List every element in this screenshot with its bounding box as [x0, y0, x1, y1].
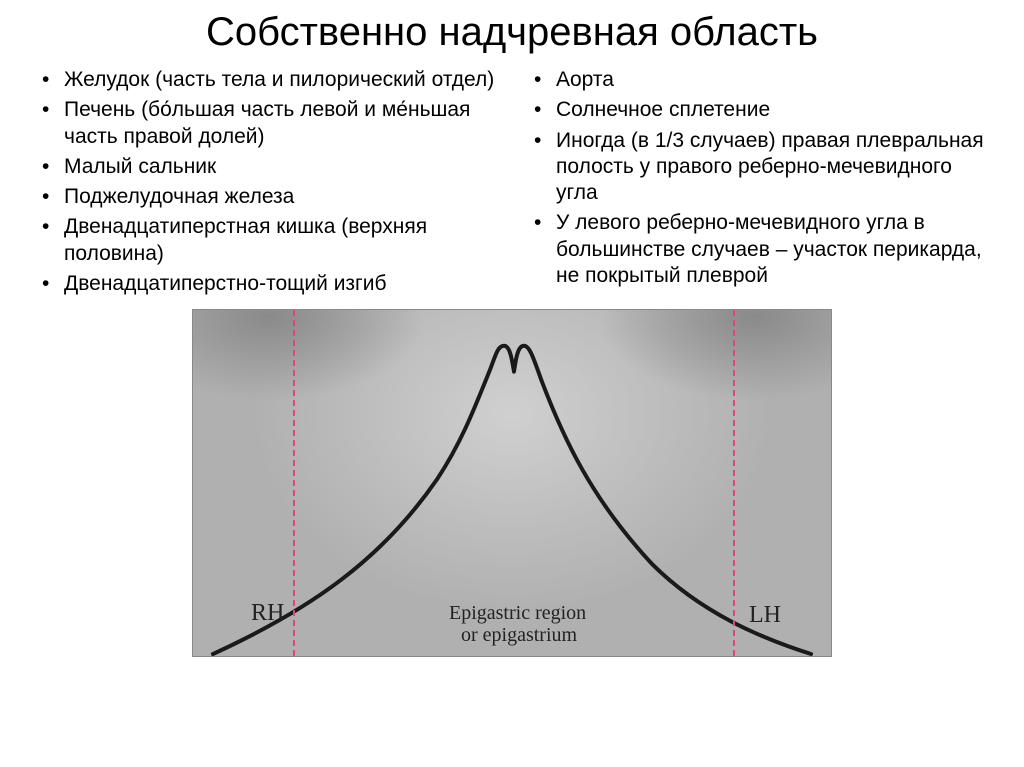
left-list: Желудок (часть тела и пилорический отдел… [30, 67, 502, 297]
figure-label-center1: Epigastric region [449, 602, 586, 625]
left-column: Желудок (часть тела и пилорический отдел… [30, 67, 502, 301]
list-item: Двенадцатиперстно-тощий изгиб [30, 271, 502, 297]
list-item: У левого реберно-мечевидного угла в боль… [522, 210, 994, 289]
epigastric-figure: RH LH Epigastric regionor epigastrium [192, 309, 832, 657]
list-item: Солнечное сплетение [522, 97, 994, 123]
figure-container: RH LH Epigastric regionor epigastrium [30, 309, 994, 657]
right-list: Аорта Солнечное сплетение Иногда (в 1/3 сл… [522, 67, 994, 289]
page-title: Собственно надчревная область [30, 10, 994, 55]
list-item: Аорта [522, 67, 994, 93]
list-item: Поджелудочная железа [30, 184, 502, 210]
figure-label-lh: LH [749, 602, 781, 629]
list-item: Малый сальник [30, 154, 502, 180]
figure-label-center2: or epigastrium [461, 624, 577, 647]
list-item: Двенадцатиперстная кишка (верхняя полови… [30, 214, 502, 267]
list-item: Желудок (часть тела и пилорический отдел… [30, 67, 502, 93]
columns: Желудок (часть тела и пилорический отдел… [30, 67, 994, 301]
guide-line [733, 310, 735, 656]
list-item: Иногда (в 1/3 случаев) правая плевральна… [522, 128, 994, 207]
list-item: Печень (бо́льшая часть левой и ме́ньшая … [30, 97, 502, 150]
guide-line [293, 310, 295, 656]
right-column: Аорта Солнечное сплетение Иногда (в 1/3 сл… [522, 67, 994, 301]
figure-label-rh: RH [251, 600, 284, 627]
